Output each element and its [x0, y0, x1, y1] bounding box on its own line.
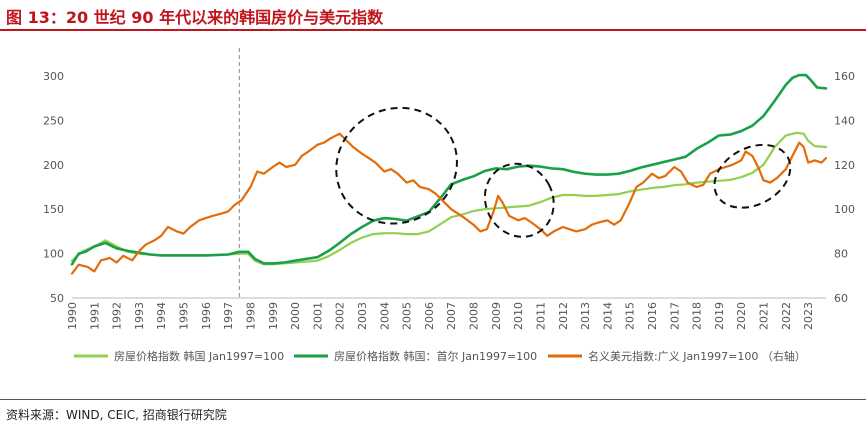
x-tick-label-25: 2015	[624, 302, 637, 330]
x-tick-label-9: 1999	[267, 302, 280, 330]
left-tick-label-4: 250	[43, 114, 64, 127]
left-tick-label-5: 300	[43, 70, 64, 83]
series-line-seoul	[70, 73, 828, 266]
x-tick-label-20: 2010	[512, 302, 525, 330]
right-tick-label-1: 80	[834, 248, 848, 261]
x-tick-label-10: 2000	[289, 302, 302, 330]
x-tick-label-18: 2008	[468, 302, 481, 330]
annotation-ellipse-1	[483, 162, 555, 238]
legend-label-seoul: 房屋价格指数 韩国：首尔 Jan1997=100	[334, 349, 537, 363]
title-divider	[0, 29, 866, 31]
x-tick-label-24: 2014	[601, 302, 614, 330]
series-line-usd	[70, 132, 828, 275]
x-tick-label-13: 2003	[356, 302, 369, 330]
x-tick-label-29: 2019	[713, 302, 726, 330]
right-tick-label-3: 120	[834, 159, 855, 172]
page-title: 图 13：20 世纪 90 年代以来的韩国房价与美元指数	[6, 8, 384, 27]
x-tick-label-12: 2002	[334, 302, 347, 330]
x-tick-label-1: 1991	[88, 302, 101, 330]
legend-label-national: 房屋价格指数 韩国 Jan1997=100	[114, 349, 284, 363]
x-tick-label-3: 1993	[133, 302, 146, 330]
x-tick-label-15: 2005	[401, 302, 414, 330]
source-note: 资料来源：WIND, CEIC, 招商银行研究院	[6, 408, 227, 422]
x-tick-label-5: 1995	[178, 302, 191, 330]
x-tick-label-11: 2001	[311, 302, 324, 330]
series-line-national	[70, 131, 828, 266]
legend-label-usd: 名义美元指数:广义 Jan1997=100 （右轴）	[588, 349, 806, 363]
x-axis-labels: 1990 1991 1992 1993 1994 1995 1996 1997 1998 1999…	[66, 302, 815, 330]
x-tick-label-30: 2020	[735, 302, 748, 330]
left-tick-label-2: 150	[43, 203, 64, 216]
x-tick-label-28: 2018	[691, 302, 704, 330]
right-tick-label-4: 140	[834, 114, 855, 127]
annotation-ellipse-2	[713, 143, 792, 209]
x-tick-label-14: 2004	[378, 302, 391, 330]
x-tick-label-32: 2022	[780, 302, 793, 330]
x-tick-label-16: 2006	[423, 302, 436, 330]
x-tick-label-6: 1996	[200, 302, 213, 330]
x-tick-label-4: 1994	[155, 302, 168, 330]
x-tick-label-21: 2011	[534, 302, 547, 330]
x-tick-label-7: 1997	[222, 302, 235, 330]
right-tick-label-5: 160	[834, 70, 855, 83]
legend: 房屋价格指数 韩国 Jan1997=100 房屋价格指数 韩国：首尔 Jan199…	[74, 349, 806, 363]
left-axis-labels: 50 100 150 200 250 300	[43, 70, 64, 305]
x-tick-label-23: 2013	[579, 302, 592, 330]
left-tick-label-1: 100	[43, 248, 64, 261]
x-tick-label-31: 2021	[758, 302, 771, 330]
annotation-ellipse-0	[335, 106, 458, 225]
footer-divider	[0, 399, 866, 400]
right-tick-label-2: 100	[834, 203, 855, 216]
x-tick-label-22: 2012	[557, 302, 570, 330]
x-tick-label-0: 1990	[66, 302, 79, 330]
x-tick-label-26: 2016	[646, 302, 659, 330]
series-layer	[70, 73, 828, 275]
x-tick-label-27: 2017	[668, 302, 681, 330]
x-tick-label-33: 2023	[802, 302, 815, 330]
left-tick-label-3: 200	[43, 159, 64, 172]
left-tick-label-0: 50	[50, 292, 64, 305]
x-tick-label-19: 2009	[490, 302, 503, 330]
annotation-layer	[335, 106, 792, 238]
x-tick-label-17: 2007	[445, 302, 458, 330]
x-tick-label-8: 1998	[244, 302, 257, 330]
x-tick-label-2: 1992	[111, 302, 124, 330]
right-axis-labels: 60 80 100 120 140 160	[834, 70, 855, 305]
right-tick-label-0: 60	[834, 292, 848, 305]
